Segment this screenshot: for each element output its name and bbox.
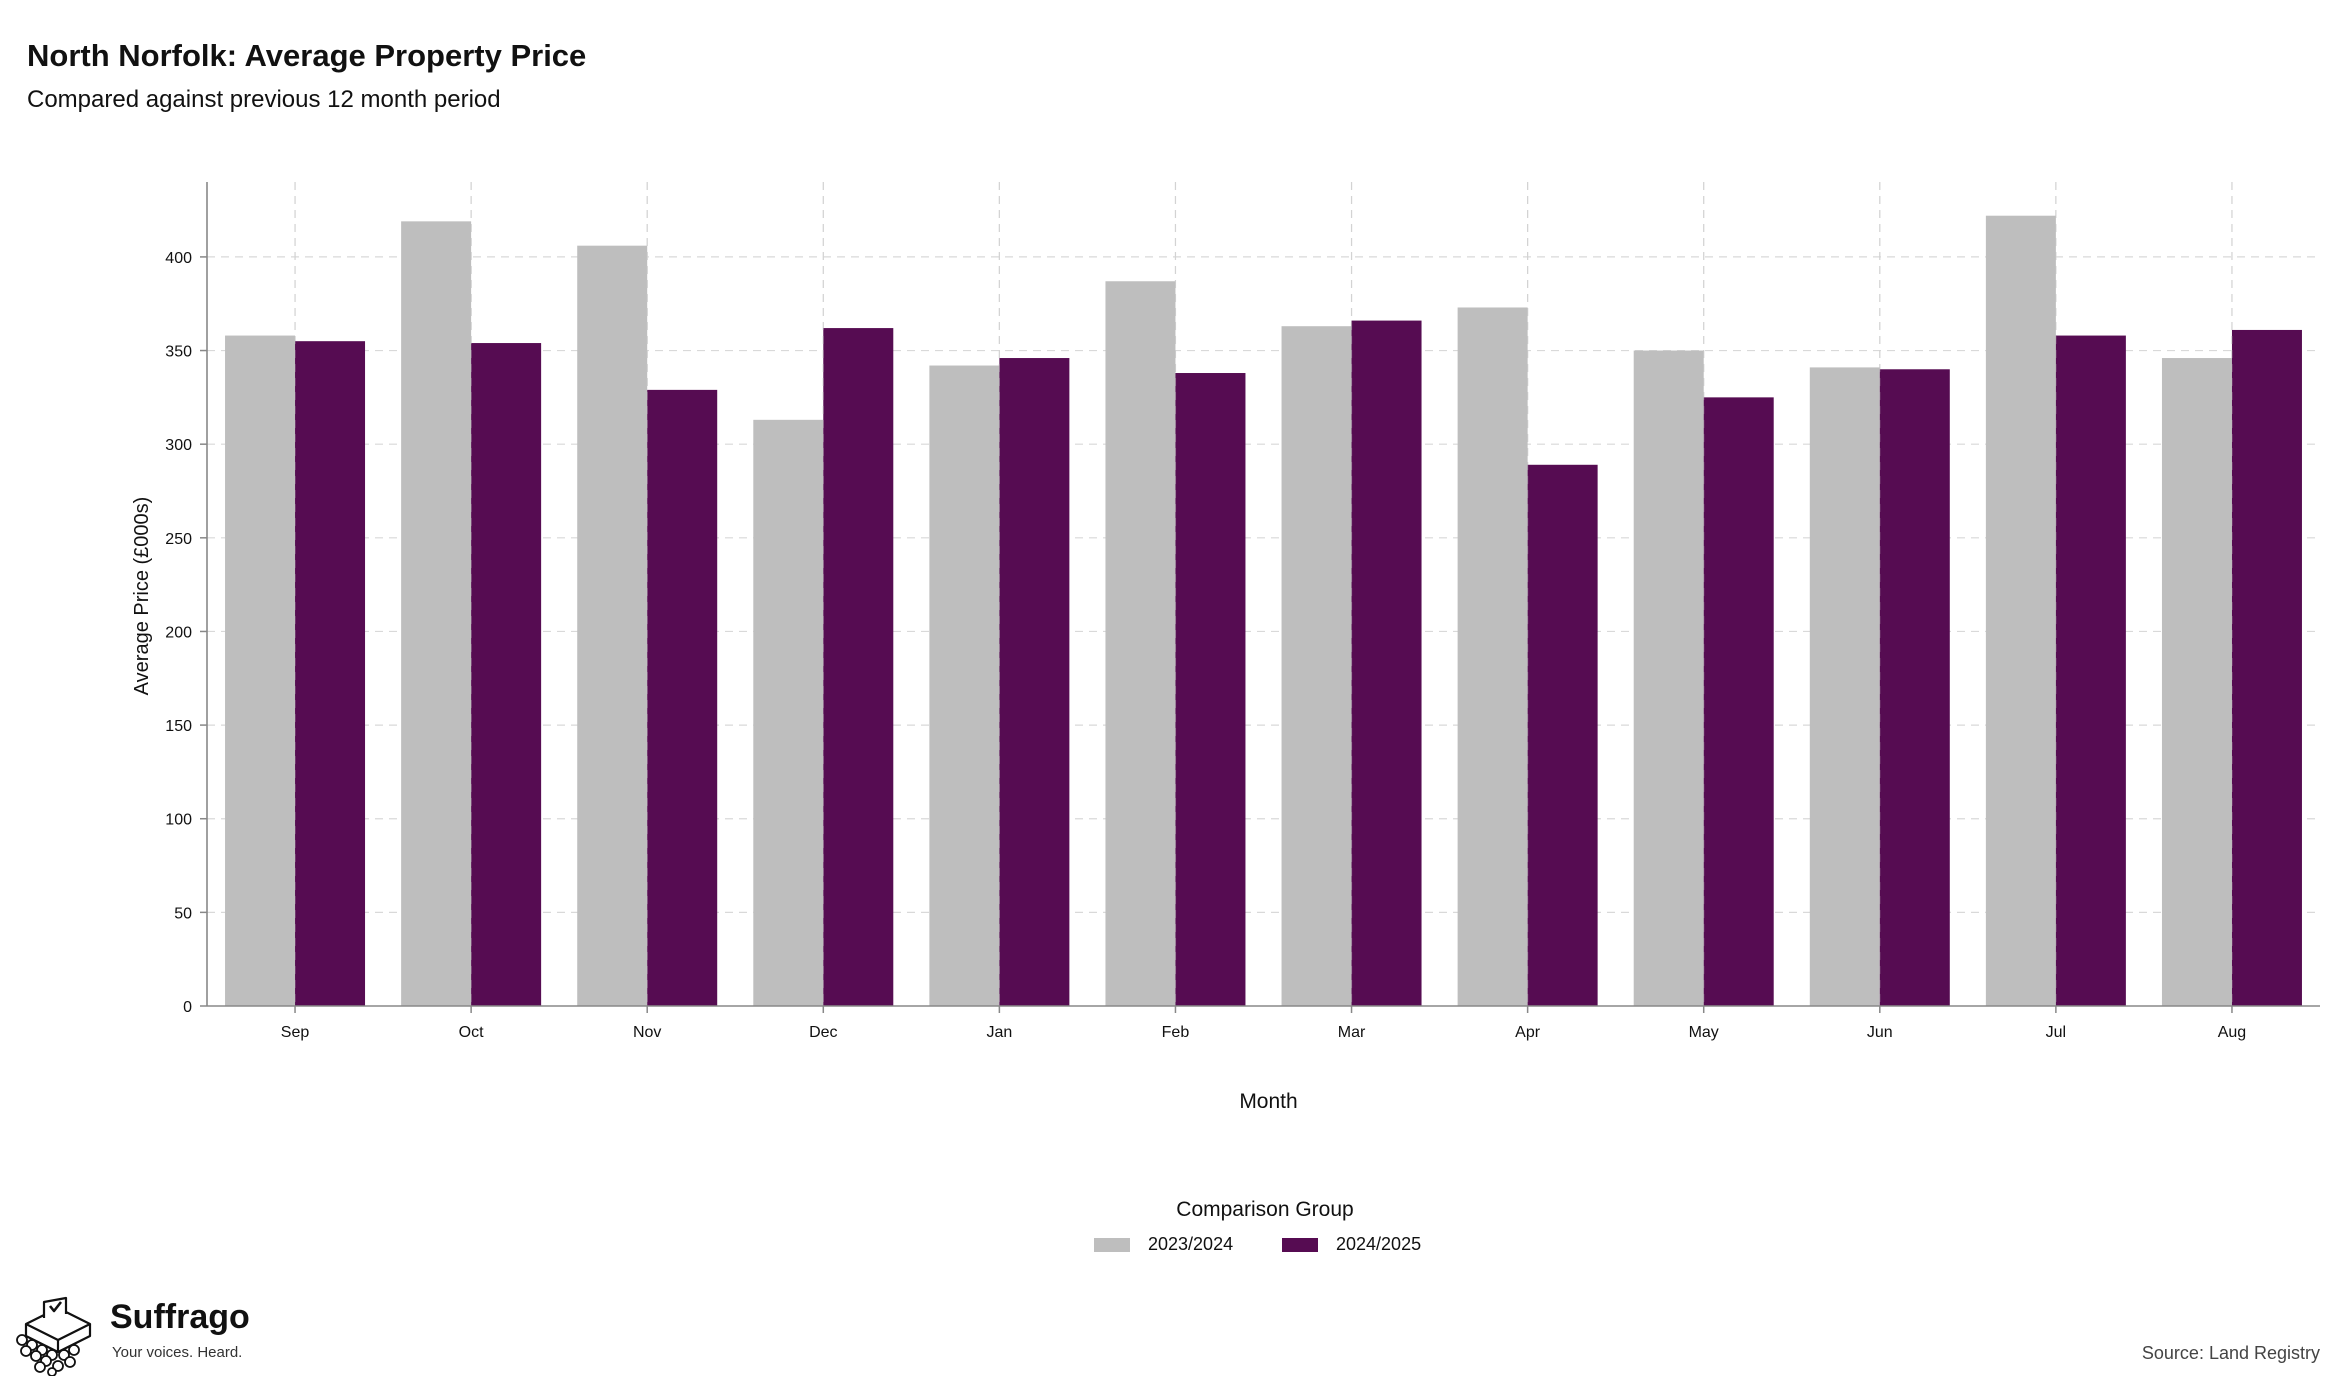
source-note: Source: Land Registry xyxy=(2141,1343,2320,1363)
bar-2024-2025-jan xyxy=(999,358,1070,1006)
x-tick-label: Jun xyxy=(1867,1024,1893,1041)
legend-swatch xyxy=(1282,1237,1318,1252)
bar-2023-2024-nov xyxy=(577,245,648,1006)
legend-item-2023-2024: 2023/2024 xyxy=(1094,1234,1233,1255)
legend-label: 2023/2024 xyxy=(1148,1234,1234,1254)
x-tick-label: Aug xyxy=(2218,1024,2246,1041)
bar-2024-2025-mar xyxy=(1351,320,1422,1007)
legend-swatch xyxy=(1094,1237,1130,1252)
bar-2023-2024-jun xyxy=(1809,367,1880,1006)
bar-2023-2024-mar xyxy=(1281,326,1352,1006)
y-tick-label: 50 xyxy=(174,905,192,922)
bar-2024-2025-dec xyxy=(823,328,894,1006)
bar-2023-2024-jan xyxy=(929,365,1000,1006)
bar-2024-2025-may xyxy=(1703,397,1774,1006)
chart-subtitle: Compared against previous 12 month perio… xyxy=(27,86,501,113)
bar-2024-2025-oct xyxy=(471,343,542,1006)
bar-2023-2024-oct xyxy=(401,221,472,1006)
bar-2023-2024-may xyxy=(1633,350,1704,1007)
y-tick-label: 400 xyxy=(165,250,192,267)
axes xyxy=(200,182,2320,1013)
bar-2023-2024-sep xyxy=(225,335,296,1007)
bar-2024-2025-nov xyxy=(647,389,718,1006)
bar-2024-2025-feb xyxy=(1175,373,1246,1006)
bars xyxy=(225,182,2302,1007)
bar-2024-2025-jul xyxy=(2055,335,2126,1007)
y-tick-label: 0 xyxy=(183,999,192,1016)
bar-2024-2025-jun xyxy=(1879,369,1950,1007)
bar-2023-2024-apr xyxy=(1457,307,1528,1006)
x-tick-label: Oct xyxy=(459,1024,484,1041)
bar-2023-2024-feb xyxy=(1105,281,1176,1007)
x-tick-label: Mar xyxy=(1338,1024,1366,1041)
y-tick-label: 200 xyxy=(165,624,192,641)
x-tick-label: Nov xyxy=(633,1024,661,1041)
legend-title: Comparison Group xyxy=(1176,1198,1354,1221)
legend-label: 2024/2025 xyxy=(1336,1234,1422,1254)
x-axis-title: Month xyxy=(1239,1090,1297,1113)
bar-2023-2024-dec xyxy=(753,419,824,1006)
y-tick-label: 100 xyxy=(165,812,192,829)
y-tick-label: 150 xyxy=(165,718,192,735)
brand-name: Suffrago xyxy=(110,1298,250,1336)
x-tick-label: May xyxy=(1689,1024,1719,1041)
axis-labels: 0 50 100 150 200 250 300 350 400 Sep Oct Nov Dec Jan F… xyxy=(131,250,2246,1113)
bar-2024-2025-aug xyxy=(2231,329,2302,1007)
y-tick-label: 300 xyxy=(165,437,192,454)
x-tick-label: Feb xyxy=(1162,1024,1190,1041)
bar-2023-2024-jul xyxy=(1985,215,2056,1006)
x-tick-label: Dec xyxy=(809,1024,837,1041)
x-tick-label: Apr xyxy=(1515,1024,1541,1041)
x-tick-label: Jan xyxy=(986,1024,1012,1041)
bar-2024-2025-apr xyxy=(1527,464,1598,1006)
bar-2024-2025-sep xyxy=(295,341,366,1006)
ballot-box-crowd-icon xyxy=(16,1296,92,1376)
legend-item-2024-2025: 2024/2025 xyxy=(1282,1234,1421,1255)
x-tick-label: Sep xyxy=(281,1024,310,1041)
y-axis-title: Average Price (£000s) xyxy=(131,497,153,696)
chart-title: North Norfolk: Average Property Price xyxy=(27,38,587,73)
brand-tagline: Your voices. Heard. xyxy=(112,1344,243,1361)
bar-2023-2024-aug xyxy=(2161,358,2232,1006)
y-tick-label: 350 xyxy=(165,344,192,361)
y-tick-label: 250 xyxy=(165,531,192,548)
x-tick-label: Jul xyxy=(2046,1024,2066,1041)
